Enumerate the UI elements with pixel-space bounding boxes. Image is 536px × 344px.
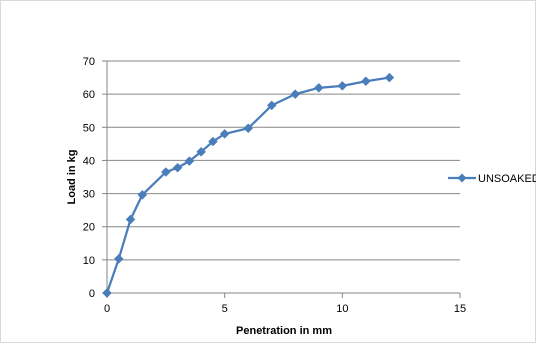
- y-tick-label-70: 70: [83, 56, 95, 68]
- axes: [102, 60, 461, 298]
- x-tick-label-10: 10: [336, 303, 348, 315]
- legend-marker: [457, 173, 467, 183]
- data-point-6: [243, 123, 254, 134]
- series-line-unsoaked: [105, 76, 390, 294]
- x-tick-label-5: 5: [222, 303, 228, 315]
- data-point-1.5: [137, 190, 148, 200]
- legend: UNSOAKED: [448, 173, 536, 185]
- legend-label-unsoaked: UNSOAKED: [478, 173, 536, 185]
- y-tick-label-40: 40: [83, 155, 95, 167]
- y-tick-label-10: 10: [83, 255, 95, 267]
- data-point-12: [384, 72, 395, 83]
- y-tick-label-60: 60: [83, 89, 95, 101]
- data-point-10: [337, 81, 348, 91]
- data-point-7: [266, 100, 277, 111]
- x-axis-title: Penetration in mm: [236, 325, 332, 337]
- data-point-11: [361, 76, 371, 87]
- data-point-0.5: [113, 254, 124, 264]
- y-tick-label-20: 20: [83, 222, 95, 234]
- data-point-4: [196, 146, 206, 157]
- y-tick-label-30: 30: [83, 189, 95, 201]
- y-tick-label-0: 0: [89, 288, 95, 300]
- series-layer: [102, 72, 395, 298]
- tick-labels: 0 10 20 30 40 50 60 70 0 5 10 15: [83, 56, 466, 315]
- data-point-3: [172, 162, 183, 173]
- data-point-1: [125, 214, 136, 225]
- gridlines: [107, 60, 460, 261]
- y-axis-title: Load in kg: [66, 150, 78, 205]
- data-point-0: [102, 288, 112, 298]
- data-point-2.5: [160, 167, 171, 177]
- x-tick-label-15: 15: [454, 303, 466, 315]
- x-tick-label-0: 0: [104, 303, 110, 315]
- data-point-3.5: [184, 156, 195, 166]
- y-tick-label-50: 50: [83, 122, 95, 134]
- data-point-9: [313, 82, 324, 93]
- data-point-8: [290, 89, 301, 99]
- data-point-4.5: [208, 136, 218, 147]
- data-point-5: [219, 129, 230, 139]
